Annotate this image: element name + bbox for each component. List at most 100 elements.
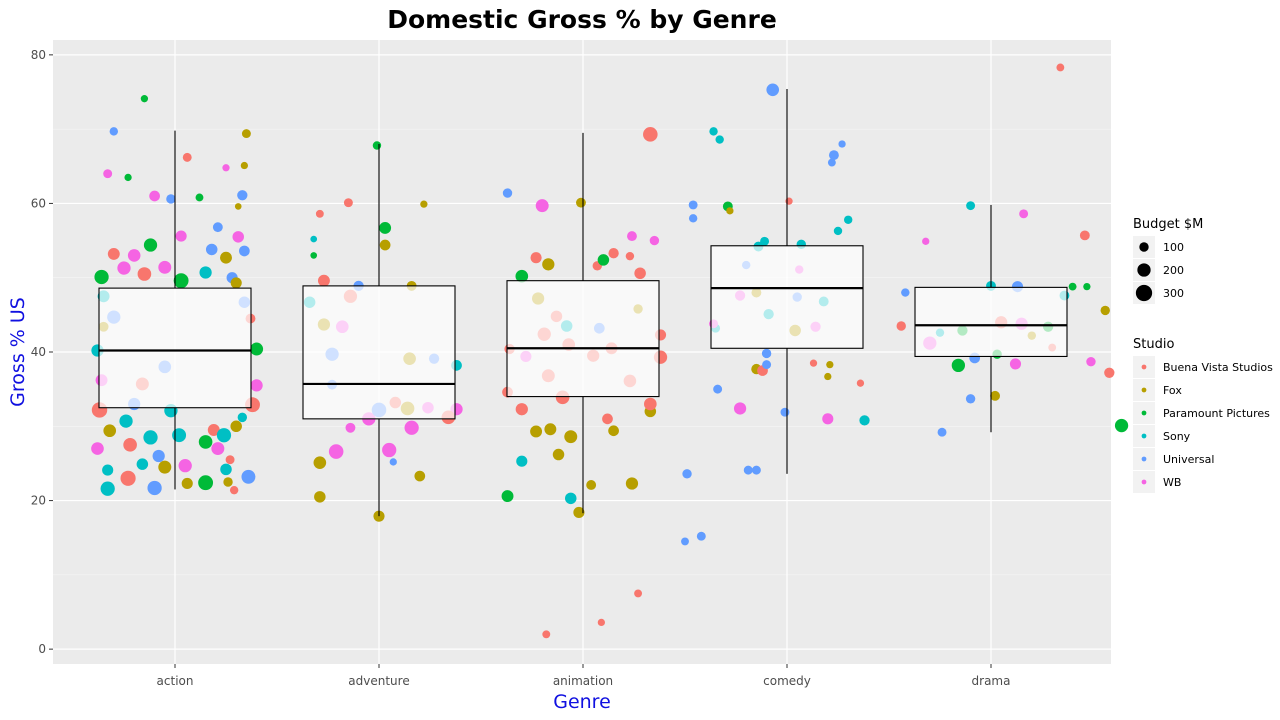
- box-drama: [914, 204, 1068, 433]
- data-point: [502, 188, 513, 198]
- data-point: [564, 430, 578, 444]
- data-point: [182, 152, 192, 162]
- data-point: [239, 245, 250, 257]
- data-point: [199, 266, 212, 279]
- data-point: [315, 209, 324, 218]
- data-point: [696, 531, 706, 541]
- box-body: [506, 280, 660, 398]
- data-point: [127, 249, 141, 262]
- data-point: [1086, 356, 1096, 367]
- data-point: [212, 222, 223, 233]
- data-point: [124, 173, 132, 182]
- data-point: [241, 129, 251, 139]
- data-point: [102, 464, 114, 476]
- data-point: [1009, 358, 1022, 370]
- box-comedy: [710, 89, 864, 474]
- data-point: [649, 235, 660, 246]
- data-point: [232, 231, 244, 243]
- data-point: [420, 200, 428, 208]
- data-point: [859, 415, 870, 426]
- size-legend-circle: [1139, 242, 1149, 252]
- data-point: [597, 618, 606, 627]
- size-legend-circle: [1137, 263, 1151, 277]
- data-point: [627, 231, 637, 242]
- data-point: [109, 127, 119, 136]
- data-point: [565, 492, 577, 505]
- data-point: [223, 477, 233, 487]
- data-point: [751, 465, 761, 475]
- data-point: [389, 458, 397, 466]
- data-point: [198, 435, 213, 449]
- data-point: [250, 379, 263, 392]
- data-point: [542, 630, 551, 639]
- y-tick-label: 40: [31, 345, 46, 359]
- data-point: [216, 428, 232, 443]
- data-point: [172, 428, 187, 443]
- data-point: [173, 273, 189, 289]
- color-legend-dot: [1141, 410, 1147, 416]
- box-adventure: [302, 144, 456, 517]
- x-tick-label: action: [157, 674, 194, 688]
- data-point: [225, 455, 235, 465]
- data-point: [602, 413, 613, 425]
- data-point: [682, 469, 692, 479]
- data-point: [827, 158, 836, 167]
- data-point: [901, 288, 910, 297]
- data-point: [310, 252, 318, 259]
- size-legend-label: 100: [1163, 241, 1184, 254]
- x-axis-title: Genre: [553, 691, 611, 713]
- data-point: [833, 226, 843, 236]
- x-tick-label: drama: [972, 674, 1011, 688]
- x-tick-label: adventure: [348, 674, 409, 688]
- data-point: [152, 449, 165, 463]
- data-point: [733, 402, 747, 415]
- data-point: [136, 458, 149, 470]
- legend: Budget $M 100 200 300 Studio Buena Vista S…: [1133, 217, 1273, 493]
- color-legend-label: Universal: [1163, 453, 1214, 466]
- data-point: [822, 413, 834, 425]
- data-point: [178, 459, 192, 473]
- data-point: [644, 397, 657, 411]
- data-point: [597, 254, 610, 266]
- data-point: [229, 485, 239, 495]
- data-point: [634, 589, 643, 598]
- y-axis-title: Gross % US: [7, 297, 29, 407]
- x-tick-label: animation: [553, 674, 613, 688]
- data-point: [382, 442, 397, 458]
- data-point: [404, 420, 419, 435]
- data-point: [211, 442, 225, 456]
- data-point: [117, 261, 131, 275]
- data-point: [1114, 418, 1129, 433]
- box-body: [302, 285, 456, 420]
- box-action: [98, 130, 252, 490]
- data-point: [220, 463, 232, 476]
- color-legend-dot: [1141, 456, 1147, 462]
- data-point: [137, 267, 152, 281]
- y-tick-label: 60: [31, 196, 46, 210]
- data-point: [951, 358, 966, 373]
- color-legend-label: Buena Vista Studios: [1163, 361, 1273, 374]
- data-point: [966, 201, 976, 211]
- data-point: [937, 427, 947, 437]
- data-point: [1079, 230, 1090, 241]
- data-point: [726, 207, 734, 215]
- data-point: [166, 194, 176, 204]
- y-tick-label: 80: [31, 48, 46, 62]
- size-legend-label: 300: [1163, 287, 1184, 300]
- data-point: [762, 360, 772, 370]
- data-point: [414, 470, 426, 482]
- data-point: [634, 267, 646, 280]
- data-point: [195, 193, 204, 202]
- data-point: [1104, 367, 1115, 378]
- data-point: [586, 480, 597, 490]
- data-point: [147, 480, 162, 496]
- box-animation: [506, 132, 660, 514]
- data-point: [856, 379, 865, 387]
- data-point: [317, 274, 330, 287]
- data-point: [828, 150, 839, 161]
- data-point: [103, 169, 113, 179]
- data-point: [515, 403, 528, 416]
- data-point: [530, 425, 543, 438]
- size-legend-title: Budget $M: [1133, 217, 1203, 232]
